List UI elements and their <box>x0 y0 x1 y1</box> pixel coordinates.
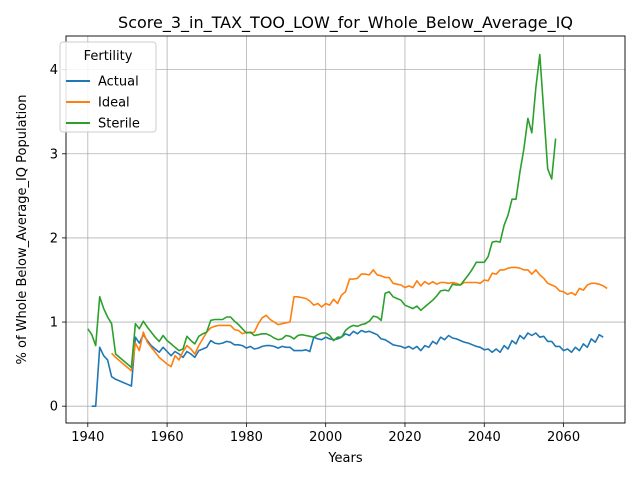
y-tick-label: 2 <box>50 231 58 246</box>
legend-label-actual: Actual <box>98 75 139 90</box>
x-tick-label: 2020 <box>388 430 421 445</box>
y-tick-label: 0 <box>50 400 58 415</box>
x-tick-label: 2060 <box>547 430 580 445</box>
y-tick-label: 1 <box>50 316 58 331</box>
x-tick-label: 2000 <box>309 430 342 445</box>
x-tick-label: 1940 <box>71 430 104 445</box>
x-tick-label: 2040 <box>468 430 501 445</box>
x-tick-label: 1960 <box>151 430 184 445</box>
y-axis: 0 1 2 3 4 <box>50 63 66 415</box>
chart-title: Score_3_in_TAX_TOO_LOW_for_Whole_Below_A… <box>118 13 573 33</box>
legend-box <box>59 41 157 133</box>
legend-label-sterile: Sterile <box>98 117 140 132</box>
x-axis: 1940 1960 1980 2000 2020 2040 2060 <box>71 423 580 445</box>
plot-frame <box>65 35 626 424</box>
x-tick-label: 1980 <box>230 430 263 445</box>
series-line-ideal <box>111 266 608 372</box>
x-axis-label: Years <box>327 451 363 466</box>
y-tick-label: 4 <box>50 63 58 78</box>
series-line-actual <box>91 329 604 407</box>
series-line-sterile <box>87 53 557 369</box>
legend: Fertility Actual Ideal Sterile <box>59 41 157 133</box>
y-tick-label: 3 <box>50 147 58 162</box>
y-axis-label: % of Whole Below_Average_IQ Population <box>15 95 30 365</box>
grid <box>66 36 625 423</box>
legend-title: Fertility <box>84 49 133 64</box>
legend-label-ideal: Ideal <box>98 96 130 111</box>
series-lines <box>87 53 608 407</box>
legend-items: Actual Ideal Sterile <box>66 75 140 132</box>
